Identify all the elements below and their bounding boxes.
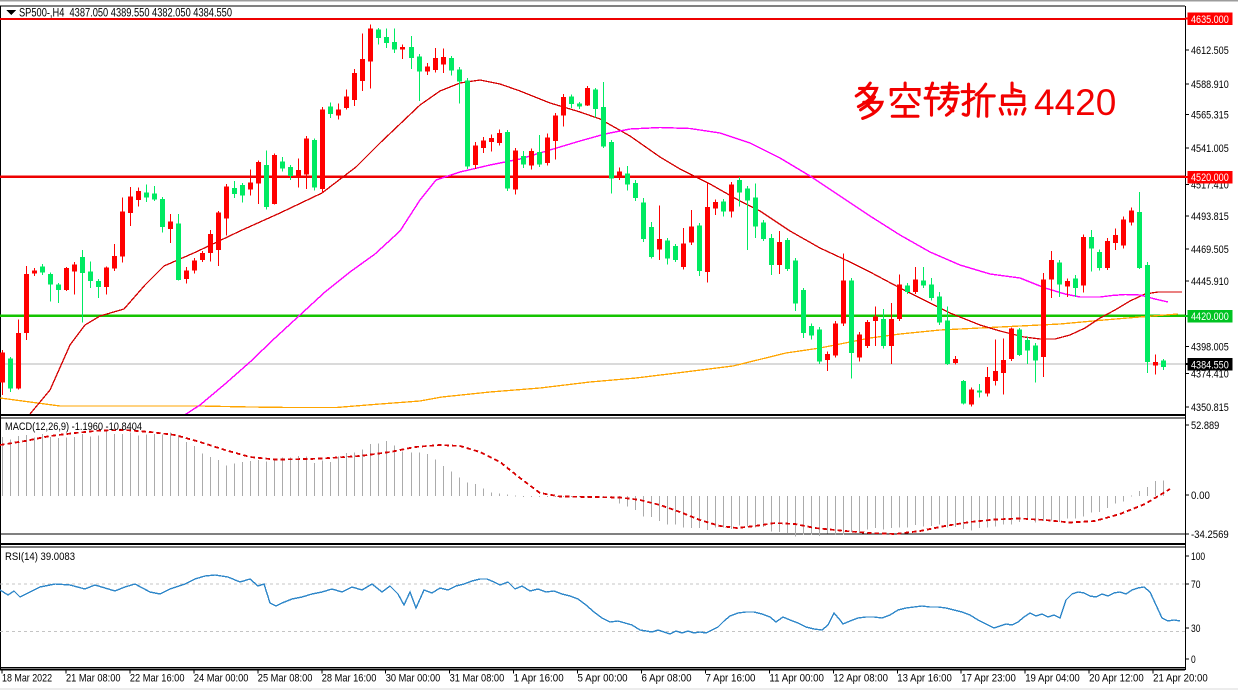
svg-text:5 Apr 00:00: 5 Apr 00:00	[578, 673, 628, 685]
svg-text:25 Mar 08:00: 25 Mar 08:00	[258, 673, 313, 685]
svg-text:12 Apr 08:00: 12 Apr 08:00	[833, 673, 888, 685]
svg-text:4420: 4420	[1034, 82, 1116, 123]
svg-text:4612.505: 4612.505	[1191, 45, 1229, 57]
svg-text:4635.000: 4635.000	[1191, 14, 1229, 26]
svg-text:-34.2569: -34.2569	[1191, 529, 1229, 541]
svg-text:100: 100	[1191, 551, 1205, 563]
svg-text:1 Apr 16:00: 1 Apr 16:00	[514, 673, 564, 685]
svg-text:21 Apr 20:00: 21 Apr 20:00	[1153, 673, 1208, 685]
svg-text:MACD(12,26,9) -1.1960 -10.8404: MACD(12,26,9) -1.1960 -10.8404	[5, 421, 142, 433]
svg-text:4565.315: 4565.315	[1191, 109, 1229, 121]
svg-text:24 Mar 00:00: 24 Mar 00:00	[194, 673, 249, 685]
svg-text:4384.550: 4384.550	[1191, 359, 1229, 371]
svg-text:4541.005: 4541.005	[1191, 143, 1229, 155]
svg-text:4520.000: 4520.000	[1191, 172, 1229, 184]
svg-text:4588.910: 4588.910	[1191, 79, 1229, 91]
svg-text:4350.815: 4350.815	[1191, 402, 1229, 414]
svg-text:17 Apr 23:00: 17 Apr 23:00	[961, 673, 1016, 685]
svg-text:13 Apr 16:00: 13 Apr 16:00	[897, 673, 952, 685]
svg-text:30: 30	[1191, 623, 1200, 635]
svg-text:4493.815: 4493.815	[1191, 211, 1229, 223]
svg-text:11 Apr 00:00: 11 Apr 00:00	[769, 673, 824, 685]
svg-text:4398.005: 4398.005	[1191, 342, 1229, 354]
svg-text:6 Apr 08:00: 6 Apr 08:00	[642, 673, 692, 685]
svg-text:52.889: 52.889	[1191, 420, 1219, 432]
svg-text:4445.910: 4445.910	[1191, 276, 1229, 288]
svg-text:31 Mar 08:00: 31 Mar 08:00	[450, 673, 505, 685]
svg-text:21 Mar 08:00: 21 Mar 08:00	[66, 673, 121, 685]
svg-text:18 Mar 2022: 18 Mar 2022	[2, 673, 52, 685]
svg-text:19 Apr 04:00: 19 Apr 04:00	[1025, 673, 1080, 685]
svg-text:30 Mar 00:00: 30 Mar 00:00	[386, 673, 441, 685]
svg-text:RSI(14) 39.0083: RSI(14) 39.0083	[5, 551, 75, 563]
svg-text:0.00: 0.00	[1191, 490, 1210, 502]
svg-text:70: 70	[1191, 579, 1200, 591]
svg-text:7 Apr 16:00: 7 Apr 16:00	[705, 673, 755, 685]
svg-text:28 Mar 16:00: 28 Mar 16:00	[322, 673, 377, 685]
svg-text:4374.410: 4374.410	[1191, 368, 1229, 380]
svg-text:22 Mar 16:00: 22 Mar 16:00	[130, 673, 185, 685]
svg-text:20 Apr 12:00: 20 Apr 12:00	[1089, 673, 1144, 685]
svg-text:0: 0	[1191, 654, 1196, 666]
svg-text:SP500-,H4 4387.050 4389.550 4: SP500-,H4 4387.050 4389.550 4382.050 438…	[19, 6, 232, 20]
svg-text:4469.505: 4469.505	[1191, 244, 1229, 256]
svg-text:4420.000: 4420.000	[1191, 311, 1229, 323]
